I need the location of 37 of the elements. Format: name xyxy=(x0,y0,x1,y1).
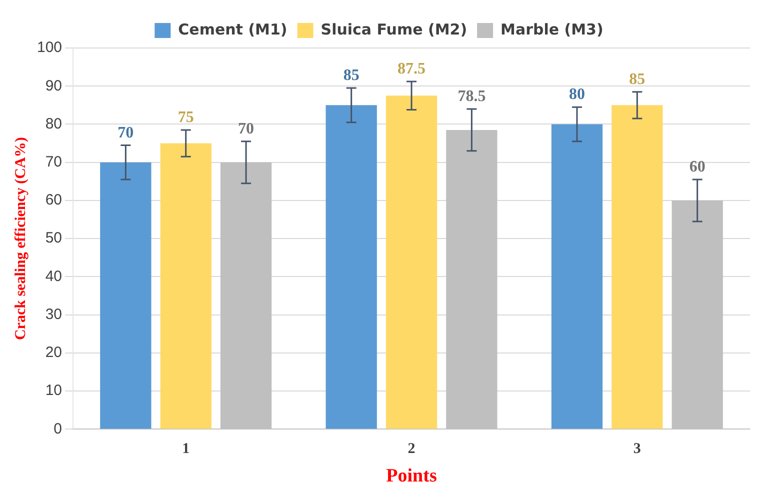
bar xyxy=(386,96,438,429)
x-tick-label: 1 xyxy=(182,441,190,458)
y-tick-label: 60 xyxy=(45,192,62,209)
y-tick-label: 50 xyxy=(45,230,62,247)
x-tick-label: 2 xyxy=(408,441,416,458)
legend-label: Sluica Fume (M2) xyxy=(320,20,468,38)
data-label: 87.5 xyxy=(398,60,426,78)
x-tick-label: 3 xyxy=(633,441,641,458)
data-label: 70 xyxy=(238,120,254,138)
bar xyxy=(326,105,377,429)
bar xyxy=(160,143,212,429)
data-label: 80 xyxy=(568,86,585,104)
x-axis-title: Points xyxy=(386,466,437,487)
legend-label: Marble (M3) xyxy=(500,20,604,38)
y-tick-label: 40 xyxy=(45,268,62,285)
y-axis-title: Crack sealing efficiency (CA%) xyxy=(12,137,29,340)
y-tick-label: 90 xyxy=(45,77,62,94)
y-tick-label: 70 xyxy=(45,154,62,170)
bar xyxy=(100,162,152,429)
y-tick-label: 100 xyxy=(36,39,62,56)
bar xyxy=(446,130,498,429)
data-label: 70 xyxy=(118,124,134,142)
bar xyxy=(672,200,723,429)
bar xyxy=(612,105,663,429)
data-label: 75 xyxy=(178,109,194,126)
y-tick-label: 20 xyxy=(45,344,62,362)
data-label: 78.5 xyxy=(458,88,486,106)
bar xyxy=(220,162,272,429)
data-label: 85 xyxy=(629,70,646,88)
legend-label: Cement (M1) xyxy=(178,20,288,38)
y-tick-label: 30 xyxy=(45,306,62,323)
data-label: 60 xyxy=(689,158,706,176)
y-tick-label: 0 xyxy=(54,420,62,438)
bar xyxy=(551,124,603,429)
data-label: 85 xyxy=(343,67,360,84)
y-tick-label: 10 xyxy=(45,382,62,400)
y-tick-label: 80 xyxy=(45,115,62,132)
